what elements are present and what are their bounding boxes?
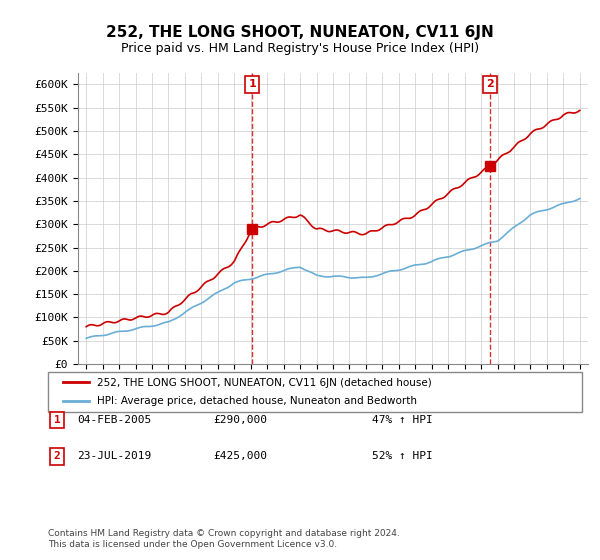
Text: 2: 2 [487,80,494,90]
Text: Price paid vs. HM Land Registry's House Price Index (HPI): Price paid vs. HM Land Registry's House … [121,42,479,55]
Text: 52% ↑ HPI: 52% ↑ HPI [371,451,433,461]
FancyBboxPatch shape [48,372,582,412]
Text: 1: 1 [248,80,256,90]
Text: 2: 2 [53,451,61,461]
Text: Contains HM Land Registry data © Crown copyright and database right 2024.
This d: Contains HM Land Registry data © Crown c… [48,529,400,549]
Text: 47% ↑ HPI: 47% ↑ HPI [371,415,433,425]
Legend: 252, THE LONG SHOOT, NUNEATON, CV11 6JN (detached house), HPI: Average price, de: 252, THE LONG SHOOT, NUNEATON, CV11 6JN … [59,374,436,410]
Text: 1: 1 [53,415,61,425]
Text: 04-FEB-2005: 04-FEB-2005 [77,415,151,425]
Text: £425,000: £425,000 [213,451,267,461]
Text: 252, THE LONG SHOOT, NUNEATON, CV11 6JN: 252, THE LONG SHOOT, NUNEATON, CV11 6JN [106,25,494,40]
Text: £290,000: £290,000 [213,415,267,425]
Text: 23-JUL-2019: 23-JUL-2019 [77,451,151,461]
